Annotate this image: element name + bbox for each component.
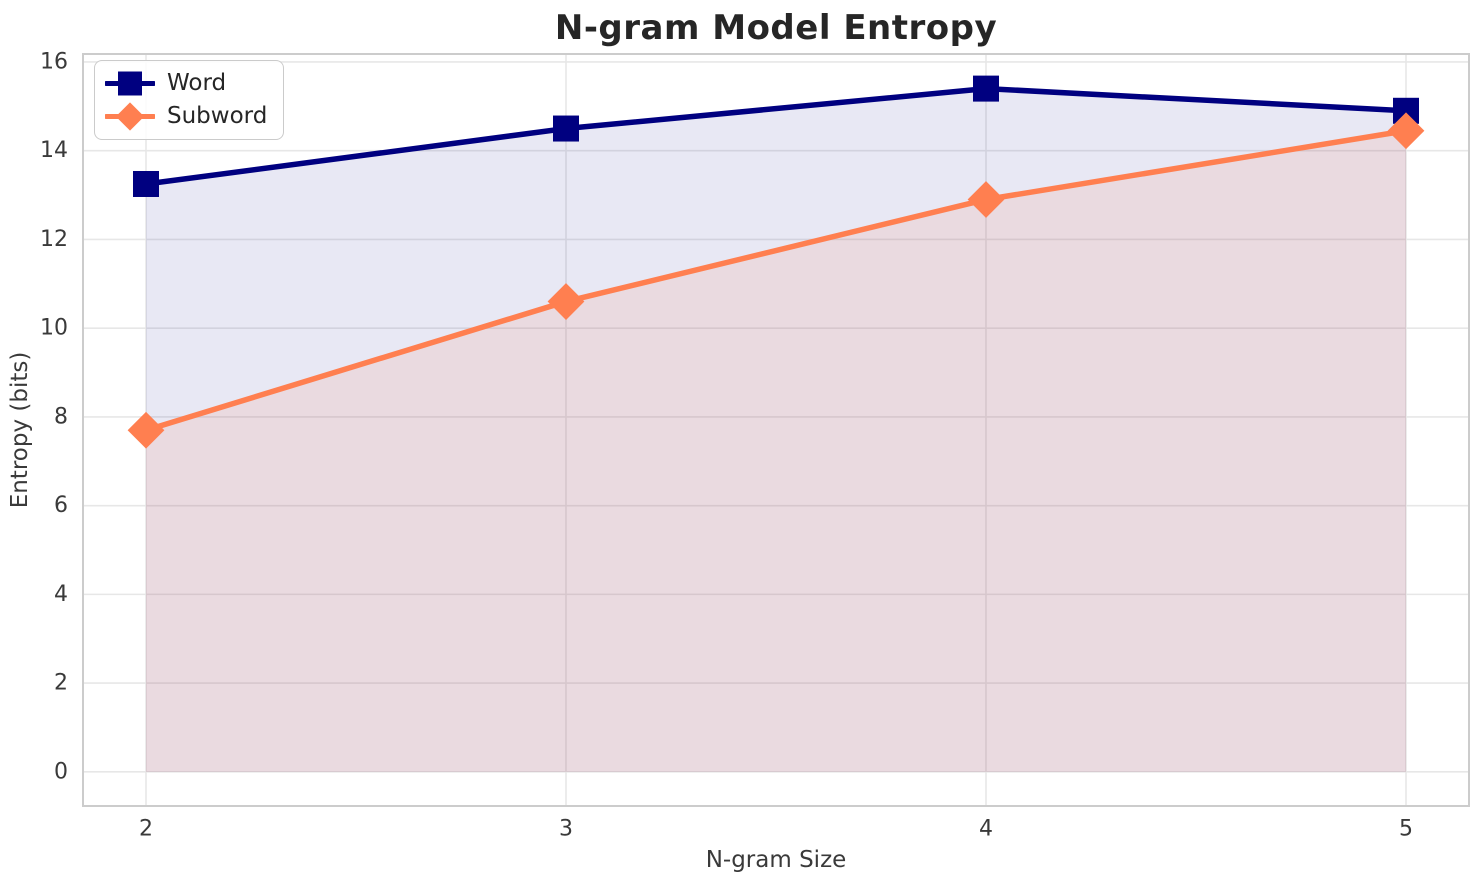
y-tick-label: 12 (40, 227, 68, 252)
x-axis-label: N-gram Size (705, 847, 847, 873)
y-tick-label: 4 (54, 582, 68, 607)
x-tick-label: 4 (979, 817, 993, 842)
x-tick-label: 2 (139, 817, 153, 842)
y-tick-label: 14 (40, 138, 68, 163)
data-point-marker-word (133, 170, 159, 197)
y-tick-label: 10 (40, 316, 68, 341)
y-tick-label: 2 (54, 671, 68, 696)
y-axis-label: Entropy (bits) (7, 351, 33, 509)
y-tick-label: 0 (54, 759, 68, 784)
series-line-subword (143, 128, 1409, 433)
series-line-word (143, 85, 1409, 187)
word-square-marker-icon (105, 71, 155, 96)
area-fill-subword (146, 130, 1406, 772)
y-tick-label: 16 (40, 49, 68, 74)
x-tick-label: 3 (559, 817, 573, 842)
y-tick-label: 6 (54, 493, 68, 518)
data-point-marker-subword (967, 181, 1005, 218)
legend-label-word: Word (167, 70, 227, 96)
legend-item-word: Word (105, 68, 267, 99)
legend: Word Subword (94, 60, 285, 140)
chart-title: N-gram Model Entropy (554, 8, 998, 48)
x-tick-label: 5 (1399, 817, 1413, 842)
data-point-marker-subword (1387, 112, 1425, 150)
plot-border (82, 53, 1470, 807)
y-tick-label: 8 (54, 404, 68, 429)
subword-diamond-marker-icon (105, 102, 155, 131)
data-point-marker-subword (547, 283, 585, 320)
legend-item-subword: Subword (105, 101, 267, 132)
data-point-marker-word (973, 75, 999, 102)
legend-label-subword: Subword (167, 103, 268, 129)
data-point-marker-subword (127, 411, 165, 449)
area-fill-word (146, 88, 1406, 772)
data-point-marker-word (553, 115, 579, 142)
